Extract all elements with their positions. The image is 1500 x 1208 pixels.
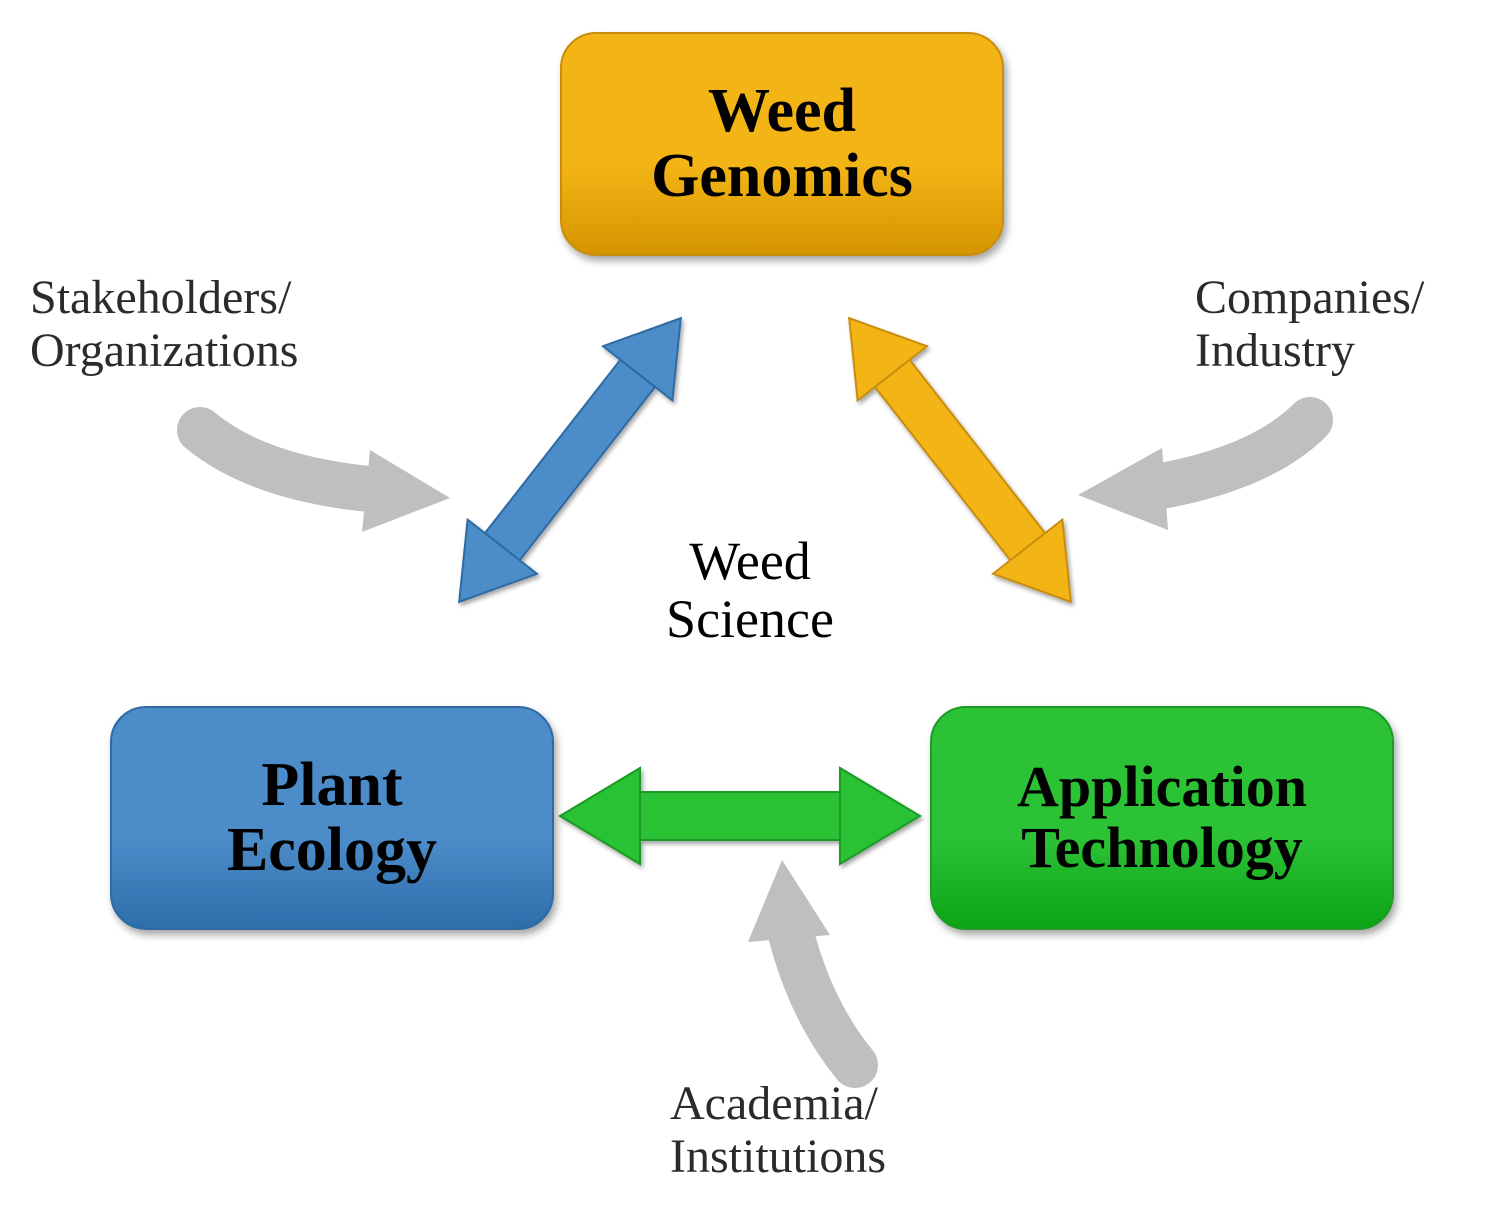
node-right-line1: Application <box>1017 757 1307 818</box>
node-top-line1: Weed <box>651 79 913 144</box>
node-left-line1: Plant <box>227 753 437 818</box>
label-stakeholders-line2: Organizations <box>30 325 298 378</box>
label-companies-line1: Companies/ <box>1195 272 1424 325</box>
label-companies: Companies/ Industry <box>1195 272 1424 378</box>
label-stakeholders: Stakeholders/ Organizations <box>30 272 298 378</box>
node-top-line2: Genomics <box>651 144 913 209</box>
label-academia-line1: Academia/ <box>670 1078 886 1131</box>
node-application-technology: Application Technology <box>930 706 1394 930</box>
node-plant-ecology: Plant Ecology <box>110 706 554 930</box>
center-line2: Science <box>630 590 870 648</box>
arrow-green <box>560 768 920 864</box>
label-academia-line2: Institutions <box>670 1131 886 1184</box>
arrow-grey-stakeholders <box>200 430 450 532</box>
center-line1: Weed <box>630 532 870 590</box>
label-stakeholders-line1: Stakeholders/ <box>30 272 298 325</box>
arrow-grey-academia <box>748 860 855 1065</box>
arrow-grey-companies <box>1078 420 1310 530</box>
node-weed-genomics: Weed Genomics <box>560 32 1004 256</box>
center-label-weed-science: Weed Science <box>630 532 870 649</box>
label-academia: Academia/ Institutions <box>670 1078 886 1184</box>
label-companies-line2: Industry <box>1195 325 1424 378</box>
node-right-line2: Technology <box>1017 818 1307 879</box>
node-left-line2: Ecology <box>227 818 437 883</box>
